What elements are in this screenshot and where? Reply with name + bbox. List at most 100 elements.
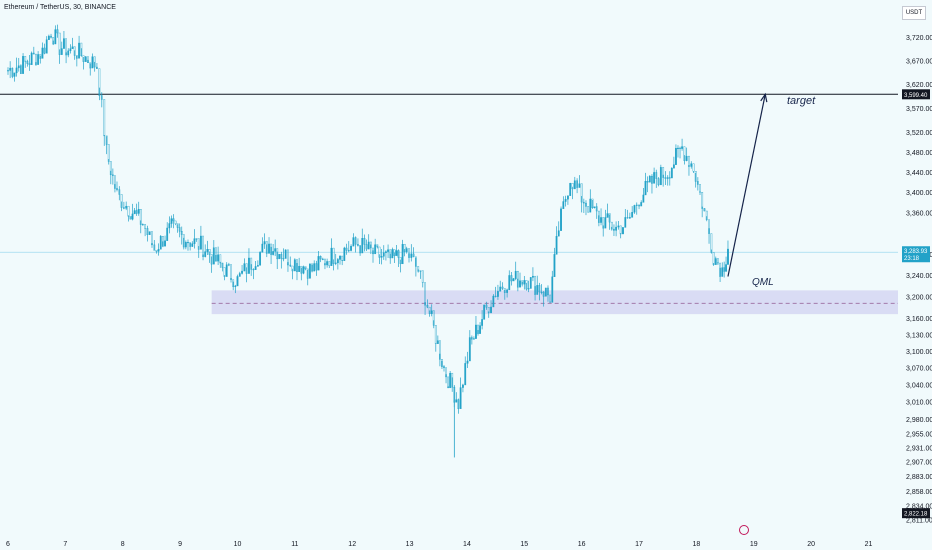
candle-body (164, 240, 166, 247)
x-tick-label: 15 (520, 541, 528, 548)
candle-body (96, 66, 98, 69)
candle-body (694, 171, 697, 182)
candle-body (624, 217, 627, 228)
y-tick-label: 3,040.00 (906, 383, 932, 390)
y-tick-label: 3,240.00 (906, 273, 932, 280)
y-tick-label: 3,400.00 (906, 190, 932, 197)
y-tick-label: 3,360.00 (906, 210, 932, 217)
candle-body (311, 263, 313, 272)
y-tick-label: 2,858.00 (906, 489, 932, 496)
candle-body (608, 213, 611, 223)
symbol-header[interactable]: Ethereum / TetherUS, 30, BINANCE (4, 4, 116, 11)
candle-body (591, 198, 594, 208)
candle-body (11, 67, 14, 77)
candle-body (296, 259, 298, 272)
candle-body (571, 183, 574, 190)
candle-body (127, 205, 130, 217)
candle-body (336, 259, 339, 264)
candle-body (212, 247, 215, 265)
candle-body (664, 177, 667, 179)
candle-body (313, 263, 316, 272)
demand-zone (211, 290, 898, 315)
last-price-badge (902, 508, 930, 519)
candle-body (225, 264, 228, 277)
candle-body (309, 263, 311, 279)
candle-body (272, 251, 275, 255)
candle-body (270, 243, 272, 255)
candle-body (280, 254, 283, 259)
candle-body (374, 244, 377, 255)
candle-body (542, 291, 545, 297)
candle-body (129, 215, 132, 220)
candle-body (395, 250, 398, 256)
candle-body (172, 218, 175, 222)
candle-body (419, 270, 422, 272)
candle-body (372, 247, 374, 255)
candle-body (100, 95, 103, 100)
x-tick-label: 16 (578, 541, 586, 548)
candle-body (206, 249, 209, 252)
candle-body (380, 256, 383, 258)
candle-body (521, 280, 524, 285)
candle-body (399, 257, 402, 265)
x-tick-label: 14 (463, 541, 471, 548)
x-tick-label: 19 (750, 541, 758, 548)
candle-body (58, 32, 61, 55)
candle-body (717, 258, 719, 264)
candle-body (481, 319, 484, 326)
candle-body (662, 167, 665, 178)
candle-body (232, 279, 235, 287)
candle-body (685, 155, 688, 161)
candle-body (193, 238, 196, 244)
candle-body (464, 363, 467, 386)
candle-body (204, 251, 207, 257)
candle-body (9, 67, 12, 71)
candle-body (443, 366, 445, 368)
event-marker-icon (739, 525, 749, 535)
candle-body (217, 254, 220, 262)
candle-body (98, 68, 101, 96)
candle-body (259, 252, 262, 266)
candle-body (187, 242, 189, 244)
candle-body (479, 325, 481, 334)
candle-body (168, 223, 171, 229)
candle-body (45, 39, 48, 54)
candle-body (705, 210, 708, 220)
candle-body (7, 70, 9, 72)
candle-body (256, 265, 259, 267)
candle-body (434, 325, 437, 344)
x-tick-label: 12 (348, 541, 356, 548)
candle-body (184, 242, 187, 248)
candle-body (494, 295, 497, 297)
candle-body (557, 230, 560, 237)
candle-body (47, 35, 50, 40)
y-tick-label: 3,670.00 (906, 58, 932, 65)
currency-badge[interactable]: USDT (902, 6, 926, 20)
candle-body (93, 56, 96, 68)
candle-body (367, 241, 370, 250)
candle-body (166, 227, 169, 241)
x-tick-label: 20 (807, 541, 815, 548)
candle-body (432, 310, 435, 326)
candle-body (354, 237, 357, 245)
candle-body (298, 265, 301, 272)
candle-body (357, 244, 359, 246)
candle-body (578, 183, 581, 188)
candle-body (436, 340, 439, 344)
candle-body (710, 233, 713, 253)
candle-body (619, 225, 622, 235)
candle-body (506, 289, 509, 293)
candle-body (293, 259, 296, 272)
candle-body (455, 399, 458, 403)
candle-body (144, 224, 147, 229)
candle-body (631, 212, 634, 218)
candle-body (391, 249, 394, 259)
candle-body (155, 250, 158, 252)
candle-body (330, 247, 333, 266)
candle-body (727, 248, 729, 265)
candle-body (254, 266, 257, 270)
candle-body (137, 209, 140, 214)
candle-body (291, 265, 294, 272)
